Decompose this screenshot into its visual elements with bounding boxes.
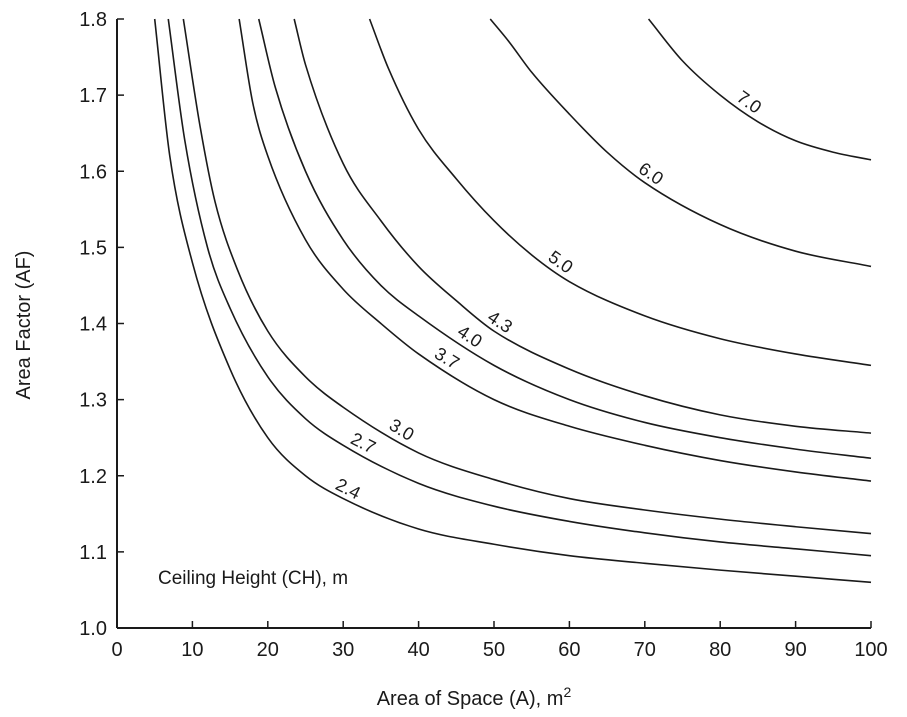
curve-label-2.7: 2.7 <box>348 429 379 458</box>
curve-ch-2.4 <box>153 18 872 584</box>
curve-label-7.0: 7.0 <box>733 87 765 118</box>
curve-ch-7.0 <box>647 18 872 161</box>
curve-label-3.0: 3.0 <box>386 415 418 445</box>
x-tick-label: 40 <box>407 639 429 661</box>
y-tick-label: 1.4 <box>79 314 107 336</box>
y-tick-label: 1.6 <box>79 161 107 183</box>
x-axis-ticks: 0 10 20 30 40 50 60 70 80 90 100 <box>111 621 888 661</box>
curve-label-5.0: 5.0 <box>545 247 577 278</box>
x-tick-label: 80 <box>709 639 731 661</box>
curves <box>153 18 872 584</box>
curve-label-6.0: 6.0 <box>635 158 667 189</box>
curve-ch-4.3 <box>293 18 872 434</box>
x-tick-label: 10 <box>181 639 203 661</box>
curve-ch-5.0 <box>368 18 872 367</box>
curve-ch-6.0 <box>489 18 872 268</box>
x-axis-title-superscript: 2 <box>563 684 571 700</box>
curve-label-2.4: 2.4 <box>332 474 363 503</box>
y-tick-label: 1.5 <box>79 237 107 259</box>
curve-ch-3.7 <box>238 18 872 482</box>
y-tick-label: 1.1 <box>79 542 107 564</box>
x-axis-title: Area of Space (A), m2 <box>377 684 572 710</box>
curve-ch-2.7 <box>167 18 872 557</box>
x-tick-label: 100 <box>854 639 887 661</box>
x-tick-label: 20 <box>257 639 279 661</box>
y-tick-label: 1.8 <box>79 9 107 31</box>
x-tick-label: 50 <box>483 639 505 661</box>
x-tick-label: 30 <box>332 639 354 661</box>
ceiling-height-annotation: Ceiling Height (CH), m <box>158 568 348 589</box>
y-tick-label: 1.7 <box>79 85 107 107</box>
curve-labels: 2.4 2.7 3.0 3.74.04.3 5.0 6.0 7.0 <box>332 87 765 504</box>
x-tick-label: 70 <box>634 639 656 661</box>
curve-label-4.0: 4.0 <box>454 321 486 351</box>
y-tick-label: 1.3 <box>79 390 107 412</box>
x-tick-label: 90 <box>784 639 806 661</box>
x-tick-label: 60 <box>558 639 580 661</box>
curve-ch-4.0 <box>257 18 872 460</box>
y-axis-title: Area Factor (AF) <box>13 251 35 400</box>
y-tick-label: 1.0 <box>79 618 107 640</box>
curve-label-4.3: 4.3 <box>484 307 516 337</box>
curve-label-3.7: 3.7 <box>431 343 463 373</box>
x-tick-label: 0 <box>111 639 122 661</box>
y-tick-label: 1.2 <box>79 466 107 488</box>
curve-ch-3.0 <box>182 18 872 535</box>
y-axis-ticks: 1.0 1.1 1.2 1.3 1.4 1.5 1.6 1.7 1.8 <box>79 9 124 640</box>
